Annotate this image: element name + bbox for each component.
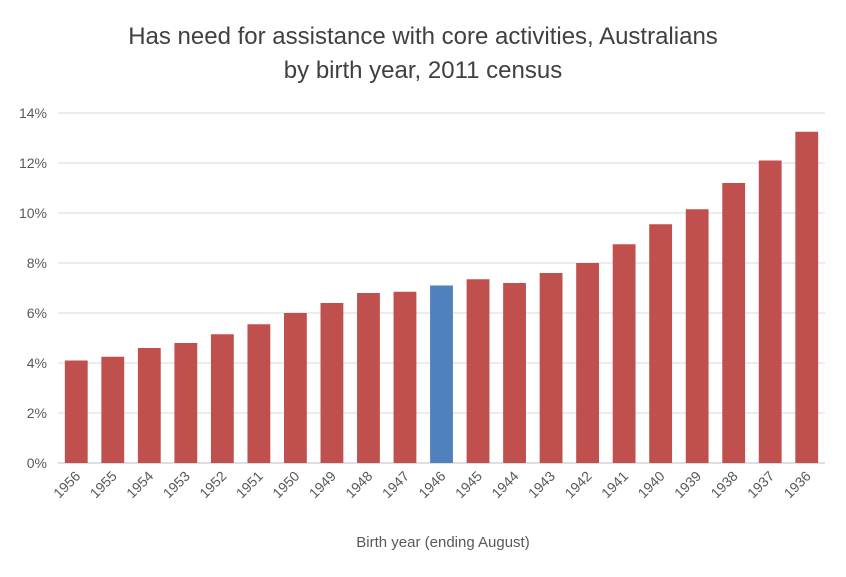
chart-title-line-1: Has need for assistance with core activi…: [128, 23, 718, 50]
x-tick-label: 1939: [671, 468, 704, 501]
y-tick-label: 12%: [19, 155, 47, 171]
bar-1937: [758, 160, 782, 463]
x-tick-label: 1956: [50, 468, 83, 501]
x-tick-label: 1945: [452, 468, 485, 501]
x-tick-label: 1946: [415, 468, 448, 501]
x-tick-label: 1953: [160, 468, 193, 501]
bar-1945: [466, 279, 490, 463]
x-tick-label: 1950: [269, 468, 302, 501]
x-tick-label: 1947: [379, 468, 412, 501]
x-axis-ticks: 1956 1955 1954 1953 1952 1951 1950 1949 1948 1947…: [50, 468, 814, 501]
chart-title: Has need for assistance with core activi…: [0, 20, 846, 88]
bar-1938: [722, 183, 746, 463]
bar-1943: [539, 273, 563, 463]
x-tick-label: 1941: [598, 468, 631, 501]
bar-1939: [685, 209, 709, 463]
x-tick-label: 1952: [196, 468, 229, 501]
x-tick-label: 1937: [744, 468, 777, 501]
x-tick-label: 1938: [707, 468, 740, 501]
y-tick-label: 4%: [27, 355, 47, 371]
x-tick-label: 1942: [561, 468, 594, 501]
bar-1948: [357, 293, 380, 463]
x-tick-label: 1936: [781, 468, 814, 501]
y-tick-label: 0%: [27, 455, 47, 471]
x-tick-label: 1940: [634, 468, 667, 501]
bar-1942: [576, 263, 600, 463]
x-axis-label: Birth year (ending August): [356, 534, 529, 551]
bar-1956: [64, 360, 88, 463]
bar-1944: [503, 283, 526, 463]
x-tick-label: 1951: [233, 468, 266, 501]
bar-1946: [430, 285, 453, 463]
bar-1941: [612, 244, 636, 463]
bar-1940: [649, 224, 673, 463]
y-tick-label: 10%: [19, 205, 47, 221]
x-tick-label: 1949: [306, 468, 339, 501]
bar-1954: [137, 348, 161, 463]
bar-1955: [101, 356, 125, 463]
chart-title-line-2: by birth year, 2011 census: [283, 57, 563, 84]
x-tick-label: 1943: [525, 468, 558, 501]
y-tick-label: 2%: [27, 405, 47, 421]
bar-1936: [795, 131, 819, 463]
bar-1950: [283, 313, 307, 463]
y-axis-ticks: 0% 2% 4% 6% 8% 10% 12% 14%: [19, 105, 47, 471]
bars: [64, 131, 819, 463]
bar-1947: [393, 291, 417, 463]
x-tick-label: 1944: [488, 468, 521, 501]
y-tick-label: 8%: [27, 255, 47, 271]
y-tick-label: 6%: [27, 305, 47, 321]
x-tick-label: 1948: [342, 468, 375, 501]
bar-1951: [247, 324, 271, 463]
x-tick-label: 1955: [87, 468, 120, 501]
x-tick-label: 1954: [123, 468, 156, 501]
bar-1952: [210, 334, 234, 463]
bar-1953: [174, 343, 198, 463]
y-tick-label: 14%: [19, 105, 47, 121]
bar-1949: [320, 303, 344, 463]
